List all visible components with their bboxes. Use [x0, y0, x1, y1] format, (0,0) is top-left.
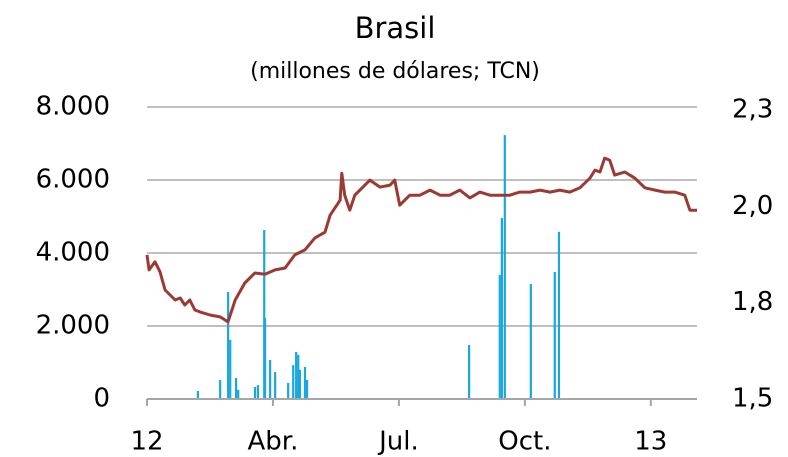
bar: [263, 317, 267, 399]
x-tick-label: 12: [130, 427, 163, 457]
y-tick-label: 0: [93, 384, 110, 414]
bar: [500, 217, 503, 399]
chart-subtitle: (millones de dólares; TCN): [250, 59, 540, 84]
bar: [529, 284, 532, 399]
bar: [237, 389, 240, 399]
bar: [557, 231, 561, 399]
line: [145, 156, 697, 324]
x-tick-label: Abr.: [248, 427, 299, 457]
bar: [287, 382, 290, 399]
y-tick-label: 4.000: [36, 238, 110, 268]
chart-title: Brasil: [355, 11, 436, 45]
bar: [305, 380, 309, 399]
bar: [298, 369, 302, 399]
bar: [269, 359, 272, 399]
bar: [295, 351, 298, 399]
bar: [219, 380, 222, 399]
bar: [498, 274, 501, 399]
y2-tick-label: 1,5: [732, 384, 773, 414]
y2-tick-label: 2,3: [732, 95, 773, 125]
y-tick-label: 2.000: [36, 311, 110, 341]
y2-tick-label: 1,8: [732, 287, 773, 317]
bar: [235, 377, 238, 399]
bar: [553, 271, 556, 399]
bar: [256, 385, 260, 399]
bar: [253, 386, 257, 399]
bar: [263, 230, 266, 399]
bar: [274, 371, 277, 399]
x-tick-label: Oct.: [498, 427, 551, 457]
bar: [303, 366, 307, 399]
x-tick-label: 13: [634, 427, 667, 457]
bar: [196, 390, 200, 399]
y2-tick-label: 2,0: [732, 191, 773, 221]
bar: [292, 365, 295, 399]
y-tick-label: 6.000: [36, 165, 110, 195]
bar: [297, 354, 300, 399]
bar: [227, 292, 230, 399]
bar: [229, 339, 232, 399]
bar: [468, 344, 471, 399]
x-tick-label: Jul.: [377, 427, 419, 457]
bar: [503, 135, 506, 400]
y-tick-label: 8.000: [36, 92, 110, 122]
